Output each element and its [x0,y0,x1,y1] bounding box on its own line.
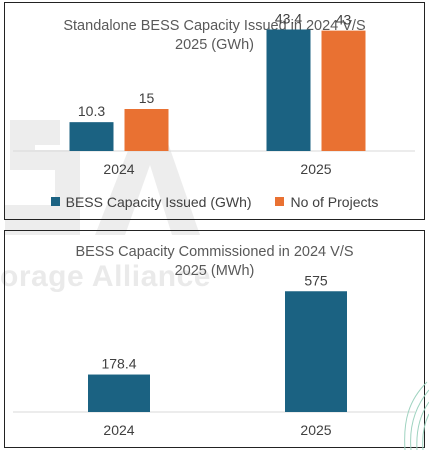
x-tick-label: 2024 [103,161,134,177]
legend-item-capacity: BESS Capacity Issued (GWh) [50,193,252,210]
bar-2025-series-1 [321,30,366,152]
chart-legend: BESS Capacity Issued (GWh) No of Project… [5,193,424,210]
legend-swatch-capacity [50,197,60,206]
chart-plot-area: 10.3 15 2024 43.4 43 2025 [13,10,415,177]
x-tick-label: 2025 [300,161,331,177]
chart-plot-area: 178.4 2024 575 2025 [13,272,415,438]
legend-label-capacity: BESS Capacity Issued (GWh) [65,193,252,210]
legend-label-projects: No of Projects [290,193,379,210]
decorative-lines-icon [404,381,429,450]
bar-2024-series-1 [124,109,169,151]
bar-2024-series-0 [88,374,150,412]
legend-swatch-projects [275,197,285,206]
x-tick-label: 2025 [300,422,331,438]
chart-title-line-1: BESS Capacity Commissioned in 2024 V/S [75,244,354,260]
data-label: 43.4 [275,10,302,26]
bar-2024-series-0 [69,122,114,151]
data-label: 575 [304,272,328,288]
legend-item-projects: No of Projects [275,194,378,210]
chart-title-line-2: 2025 (GWh) [175,37,254,53]
x-tick-label: 2024 [103,422,134,438]
chart-title: BESS Capacity Commissioned in 2024 V/S 2… [5,243,424,281]
bar-2025-series-0 [285,291,347,412]
chart-panel-capacity-commissioned: BESS Capacity Commissioned in 2024 V/S 2… [4,230,425,448]
data-label: 178.4 [101,356,136,372]
data-label: 43 [336,12,352,28]
ies-logo-watermark-icon [5,120,200,235]
data-label: 15 [139,90,155,106]
chart-panel-capacity-issued: Standalone BESS Capacity Issued in 2024 … [4,2,425,220]
bar-2025-series-0 [266,29,311,152]
chart-title-line-2: 2025 (MWh) [174,263,255,279]
watermark-text: orage Alliance [0,260,211,293]
data-label: 10.3 [78,103,105,119]
